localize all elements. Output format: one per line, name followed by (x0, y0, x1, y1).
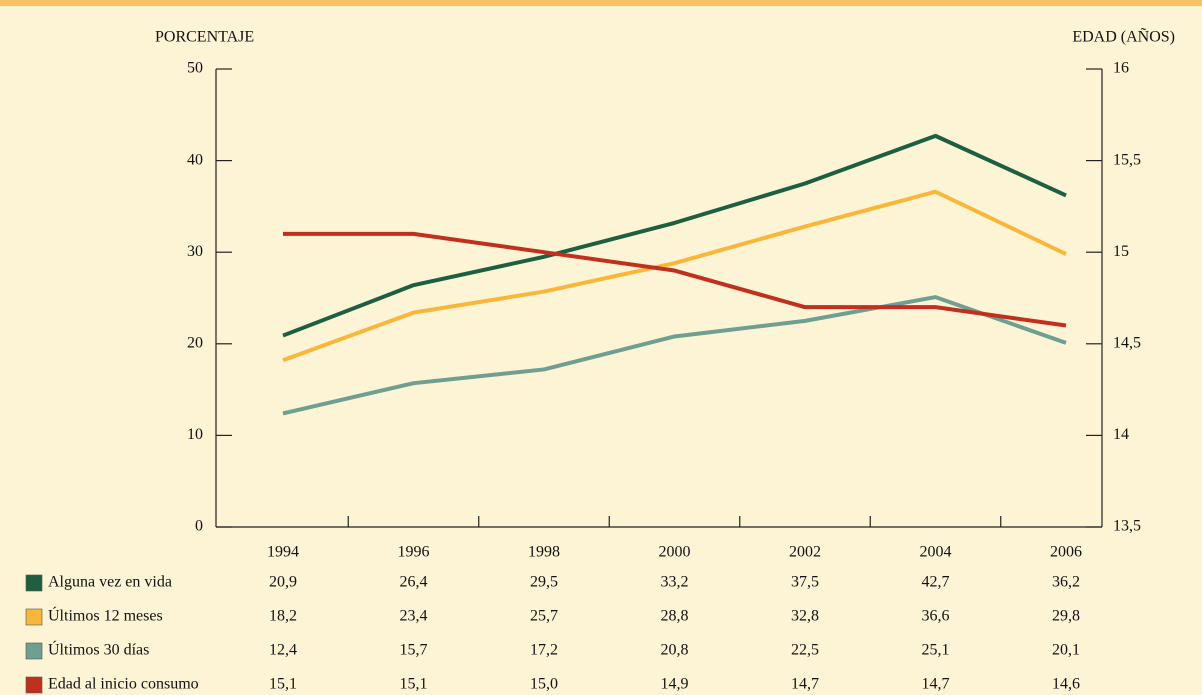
legend-label: Últimos 30 días (48, 640, 149, 659)
table-value: 15,1 (269, 676, 297, 693)
series-line (283, 231, 1067, 328)
y2-tick-label: 14 (1113, 426, 1129, 443)
table-value: 33,2 (661, 574, 689, 591)
table-value: 14,6 (1052, 676, 1080, 693)
x-tick-label: 2000 (659, 544, 691, 561)
table-value: 15,7 (400, 642, 428, 659)
x-tick-label: 2006 (1050, 544, 1082, 561)
y2-tick-label: 14,5 (1113, 334, 1141, 351)
y-tick-label: 40 (187, 151, 203, 168)
series-line (282, 295, 1067, 416)
table-value: 36,6 (922, 608, 950, 625)
series-line (282, 189, 1067, 363)
legend-label: Edad al inicio consumo (48, 676, 199, 693)
table-value: 17,2 (530, 642, 558, 659)
table-value: 26,4 (400, 574, 428, 591)
table-value: 29,8 (1052, 608, 1080, 625)
table-value: 22,5 (791, 642, 819, 659)
y-tick-label: 30 (187, 243, 203, 260)
table-value: 14,7 (922, 676, 950, 693)
table-value: 20,1 (1052, 642, 1080, 659)
y2-tick-label: 15 (1113, 243, 1129, 260)
table-value: 15,0 (530, 676, 558, 693)
table-value: 29,5 (530, 574, 558, 591)
legend-swatch (25, 574, 43, 592)
table-value: 20,8 (661, 642, 689, 659)
table-value: 42,7 (922, 574, 950, 591)
table-value: 15,1 (400, 676, 428, 693)
y-tick-label: 0 (195, 518, 203, 535)
series-line (282, 133, 1067, 338)
y2-tick-label: 16 (1113, 60, 1129, 77)
x-tick-label: 1998 (528, 544, 560, 561)
table-value: 25,7 (530, 608, 558, 625)
y-tick-label: 50 (187, 60, 203, 77)
table-value: 14,7 (791, 676, 819, 693)
table-value: 20,9 (269, 574, 297, 591)
table-value: 12,4 (269, 642, 297, 659)
table-value: 18,2 (269, 608, 297, 625)
table-value: 36,2 (1052, 574, 1080, 591)
top-band (0, 0, 1202, 6)
y-tick-label: 20 (187, 334, 203, 351)
legend-swatch (25, 676, 43, 694)
x-tick-label: 1994 (267, 544, 299, 561)
legend-label: Últimos 12 meses (48, 606, 163, 625)
y2-tick-label: 15,5 (1113, 151, 1141, 168)
y2-tick-label: 13,5 (1113, 518, 1141, 535)
x-tick-label: 2004 (920, 544, 952, 561)
table-value: 37,5 (791, 574, 819, 591)
table-value: 28,8 (661, 608, 689, 625)
legend-swatch (25, 642, 43, 660)
table-value: 14,9 (661, 676, 689, 693)
legend-label: Alguna vez en vida (48, 574, 172, 591)
y-axis-label: PORCENTAJE (155, 29, 254, 46)
y2-axis-label: EDAD (AÑOS) (1072, 28, 1175, 46)
table-value: 25,1 (922, 642, 950, 659)
y-tick-label: 10 (187, 426, 203, 443)
table-value: 32,8 (791, 608, 819, 625)
x-tick-label: 1996 (398, 544, 430, 561)
table-value: 23,4 (400, 608, 428, 625)
x-tick-label: 2002 (789, 544, 821, 561)
legend-swatch (25, 608, 43, 626)
